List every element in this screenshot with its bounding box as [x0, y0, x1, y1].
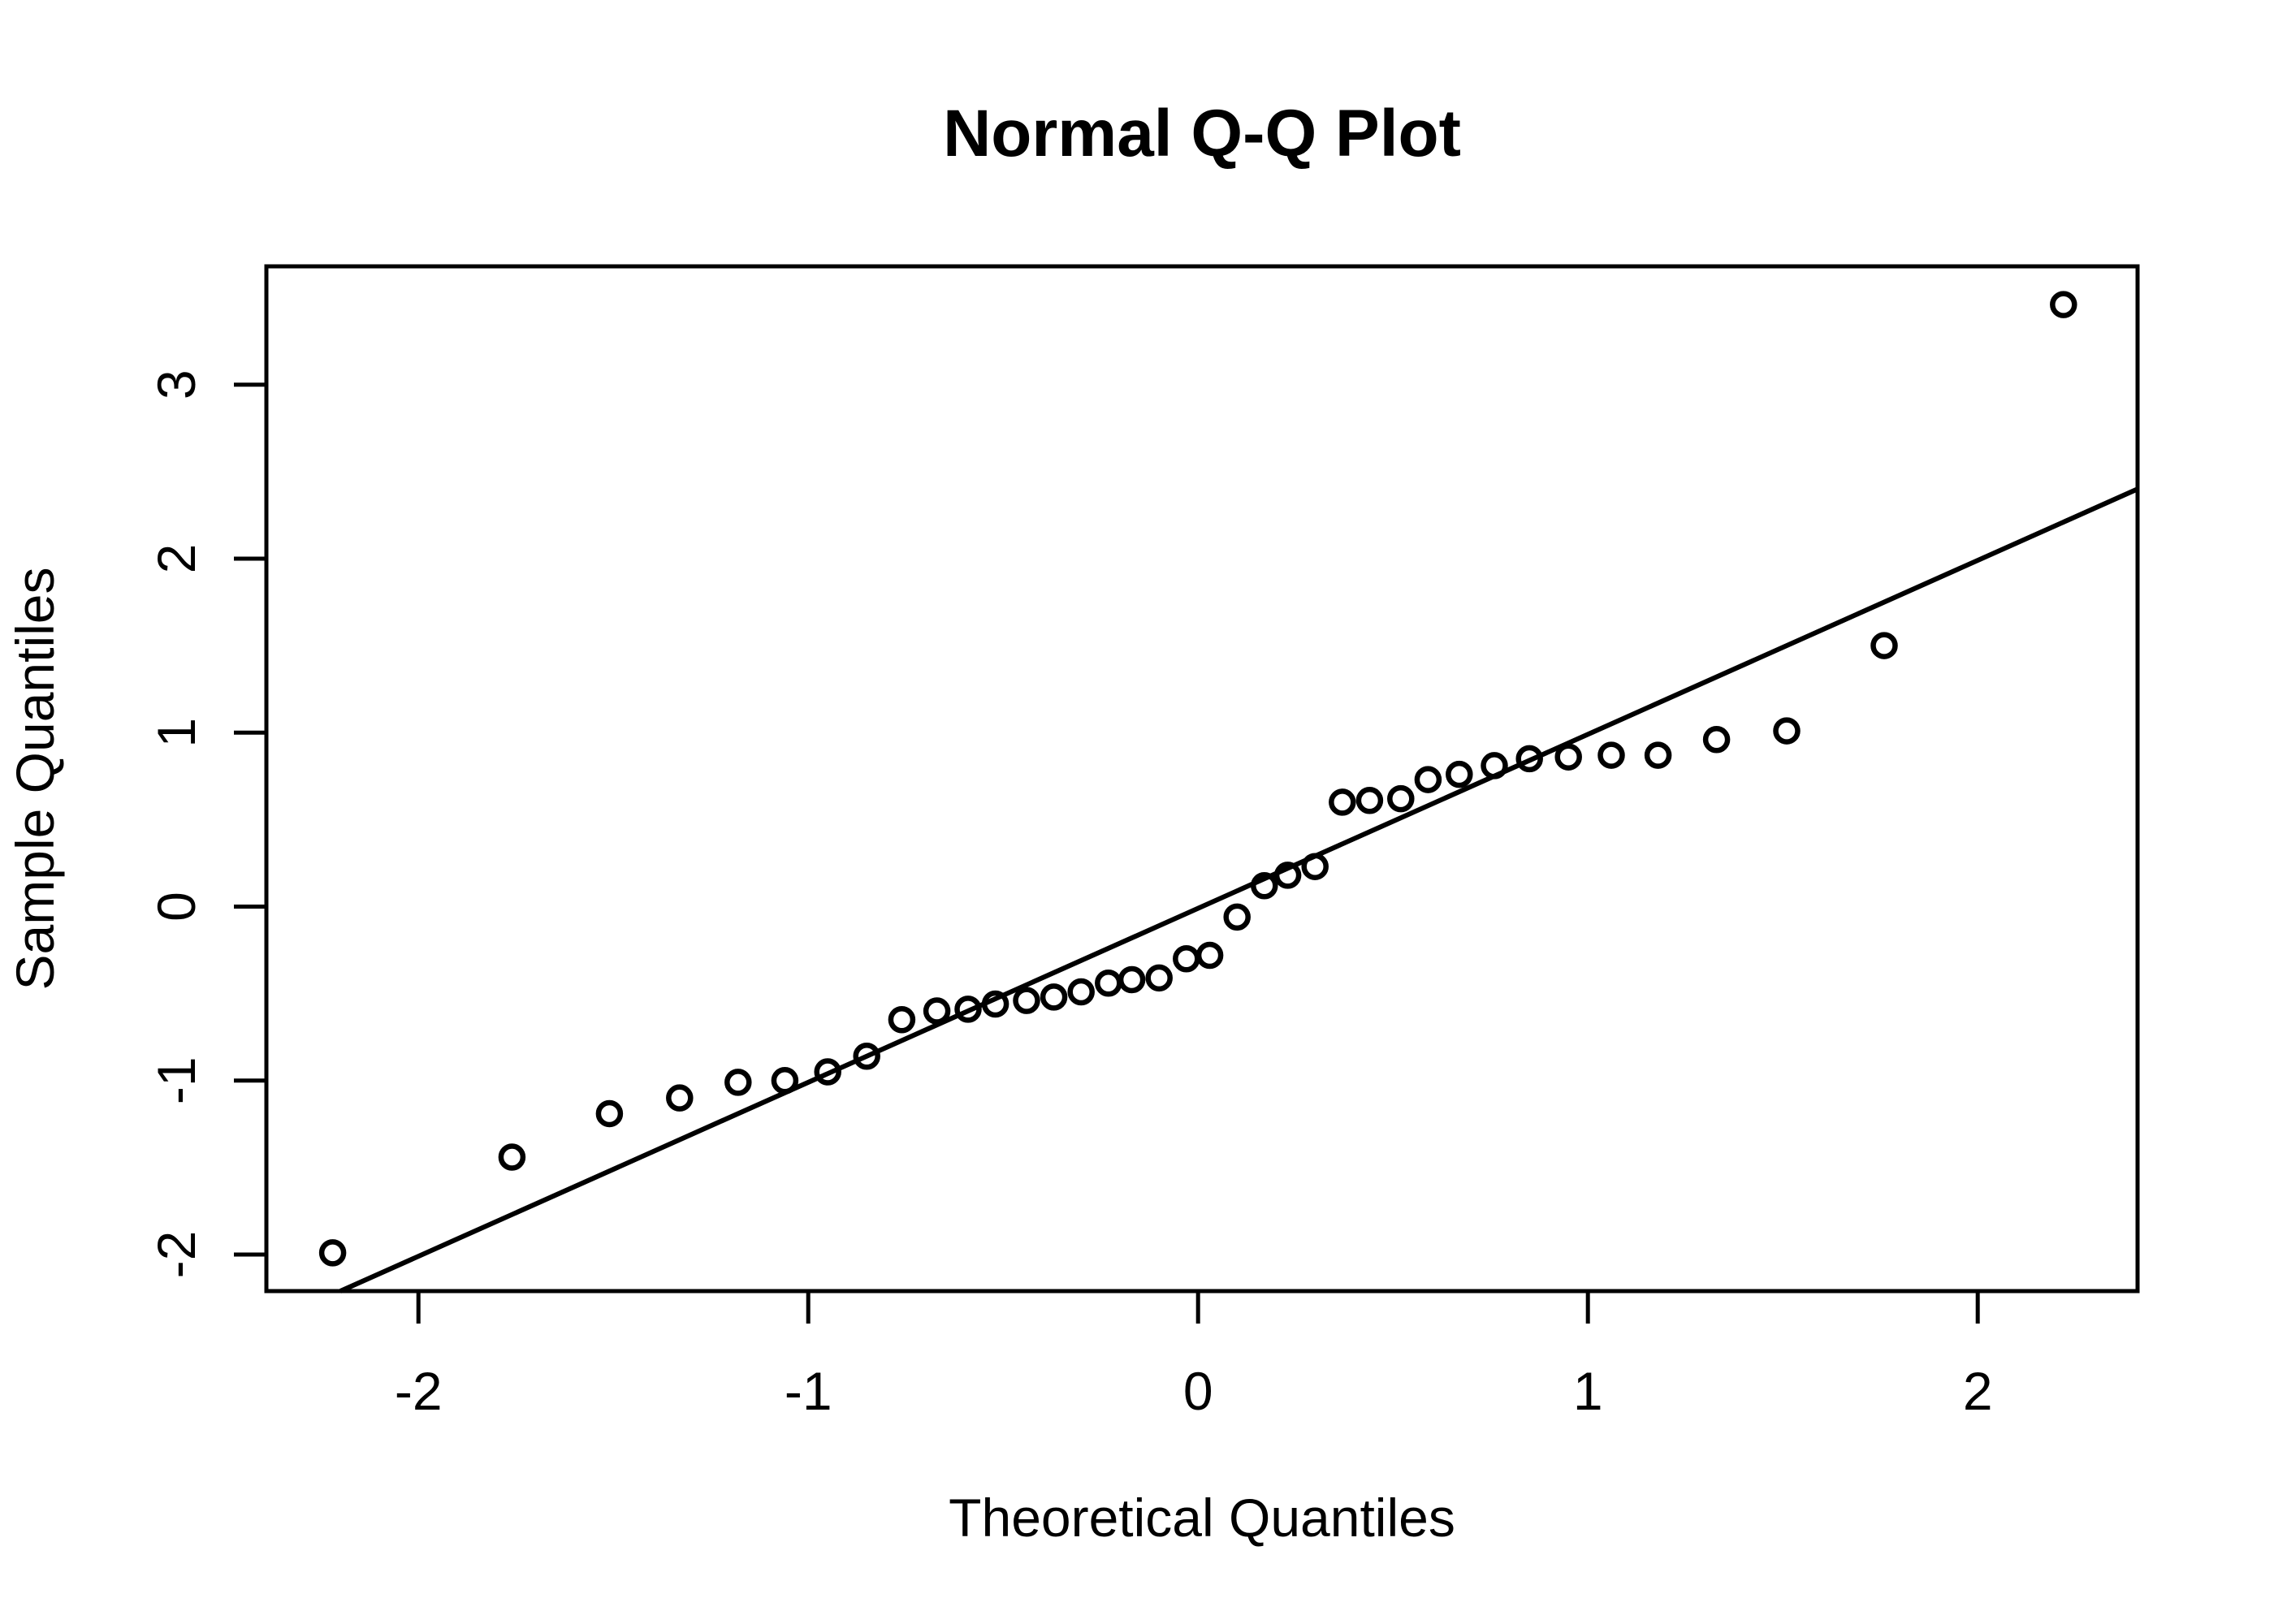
- data-point-marker: [1515, 745, 1543, 773]
- data-point-marker: [981, 990, 1009, 1018]
- data-point-marker: [1067, 978, 1095, 1006]
- data-point-marker: [595, 1099, 624, 1128]
- data-point-marker: [1773, 717, 1801, 745]
- data-point-marker: [1329, 788, 1356, 816]
- data-point-marker: [1301, 853, 1329, 880]
- data-point-marker: [1355, 787, 1384, 814]
- data-point-marker: [1223, 903, 1251, 931]
- x-axis-ticks: -2 -1 0 1 2: [395, 1291, 1993, 1421]
- data-point-marker: [2050, 291, 2077, 318]
- data-point-marker: [1481, 752, 1508, 780]
- data-point-marker: [954, 996, 982, 1023]
- plot-border: [264, 264, 2140, 1294]
- y-tick-label: 0: [146, 892, 206, 922]
- data-point-marker: [1644, 741, 1672, 769]
- data-point-marker: [888, 1006, 916, 1034]
- y-axis-label: Sample Quantiles: [5, 568, 65, 991]
- y-tick-label: 1: [146, 718, 206, 748]
- reference-line-group: [339, 486, 2139, 1294]
- data-point-marker: [1095, 970, 1122, 997]
- x-tick-label: 1: [1573, 1361, 1603, 1421]
- data-point-marker: [1273, 862, 1302, 889]
- x-tick-label: 2: [1963, 1361, 1993, 1421]
- x-tick-label: -2: [395, 1361, 443, 1421]
- data-point-marker: [1446, 760, 1473, 788]
- y-tick-label: 2: [146, 544, 206, 574]
- x-tick-label: 0: [1183, 1361, 1213, 1421]
- data-point-marker: [853, 1042, 880, 1070]
- x-tick-label: -1: [785, 1361, 832, 1421]
- data-point-marker: [1173, 945, 1200, 973]
- data-point-marker: [1414, 766, 1442, 793]
- y-axis-ticks: -2 -1 0 1 2 3: [146, 369, 266, 1278]
- qq-reference-line: [339, 486, 2139, 1294]
- y-tick-label: -1: [146, 1056, 206, 1104]
- data-points: [318, 291, 2077, 1267]
- data-point-marker: [1387, 784, 1415, 813]
- data-point-marker: [1145, 964, 1173, 992]
- data-point-marker: [1251, 872, 1278, 900]
- data-point-marker: [318, 1239, 347, 1267]
- data-point-marker: [1040, 983, 1068, 1011]
- data-point-marker: [771, 1066, 799, 1095]
- chart-title: Normal Q-Q Plot: [943, 97, 1461, 171]
- data-point-marker: [1870, 632, 1898, 659]
- x-axis-label: Theoretical Quantiles: [949, 1488, 1455, 1548]
- y-tick-label: 3: [146, 369, 206, 400]
- data-point-marker: [1554, 743, 1582, 771]
- y-tick-label: -2: [146, 1231, 206, 1279]
- data-point-marker: [498, 1143, 526, 1171]
- data-point-marker: [666, 1084, 694, 1112]
- data-point-marker: [923, 997, 951, 1025]
- data-point-marker: [724, 1069, 752, 1096]
- data-point-marker: [1118, 965, 1146, 994]
- data-point-marker: [1195, 941, 1224, 970]
- data-point-marker: [1597, 741, 1625, 769]
- data-point-marker: [1013, 987, 1040, 1014]
- data-point-marker: [1702, 726, 1731, 754]
- data-point-marker: [814, 1058, 841, 1086]
